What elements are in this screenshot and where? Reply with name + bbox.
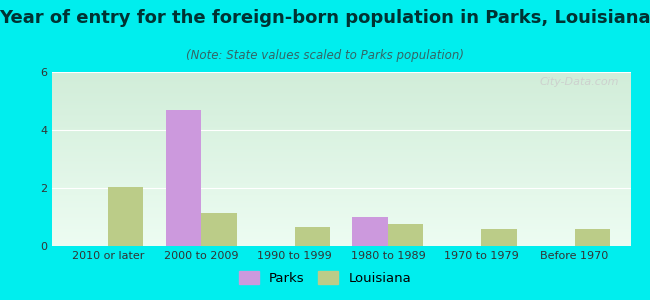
Bar bbox=[202, 213, 237, 246]
Text: (Note: State values scaled to Parks population): (Note: State values scaled to Parks popu… bbox=[186, 50, 464, 62]
Bar bbox=[108, 187, 144, 246]
Bar bbox=[481, 229, 517, 246]
Bar bbox=[388, 224, 423, 246]
Bar bbox=[294, 227, 330, 246]
Bar bbox=[166, 110, 202, 246]
Bar bbox=[352, 217, 388, 246]
Bar bbox=[575, 229, 610, 246]
Text: City-Data.com: City-Data.com bbox=[540, 77, 619, 87]
Text: Year of entry for the foreign-born population in Parks, Louisiana: Year of entry for the foreign-born popul… bbox=[0, 9, 650, 27]
Legend: Parks, Louisiana: Parks, Louisiana bbox=[233, 266, 417, 290]
